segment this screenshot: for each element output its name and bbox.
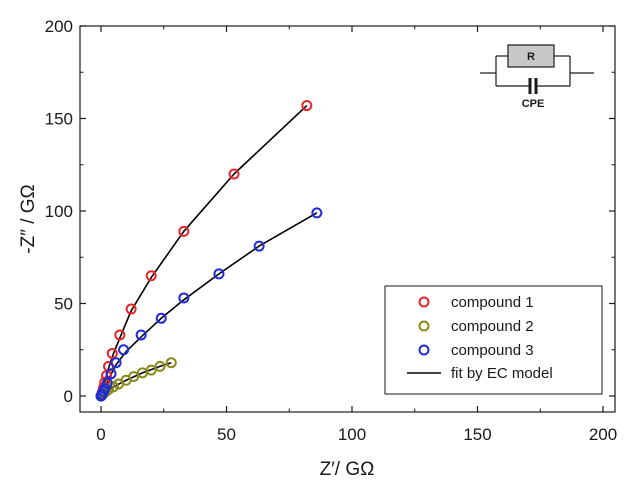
- data-point-compound-2: [154, 360, 166, 372]
- data-point-compound-3: [213, 268, 225, 280]
- legend-label-compound-1: compound 1: [451, 294, 534, 311]
- legend-label-compound-2: compound 2: [451, 318, 534, 335]
- axis-ticks: 0 50 100 150 200 0 50 100 150 200: [45, 17, 618, 444]
- data-point-compound-1: [145, 270, 157, 282]
- data-point-compound-2: [128, 371, 140, 383]
- data-point-compound-3: [178, 292, 190, 304]
- data-point-compound-2: [145, 364, 157, 376]
- x-tick-label: 200: [589, 425, 617, 444]
- legend-label-compound-3: compound 3: [451, 342, 534, 359]
- plot-frame: [79, 25, 616, 413]
- data-point-compound-3: [110, 357, 122, 369]
- data-point-compound-3: [105, 368, 117, 380]
- y-tick-label: 150: [45, 110, 73, 129]
- x-axis-title: Z′/ GΩ: [320, 459, 375, 480]
- y-tick-label: 100: [45, 202, 73, 221]
- data-point-compound-1: [178, 225, 190, 237]
- data-markers: [95, 100, 323, 402]
- legend-entry-fit: fit by EC model: [407, 365, 553, 382]
- y-axis-title: -Z″ / GΩ: [18, 184, 39, 253]
- data-point-compound-1: [228, 168, 240, 180]
- x-tick-label: 150: [463, 425, 491, 444]
- data-point-compound-3: [135, 329, 147, 341]
- equivalent-circuit-inset: [480, 44, 594, 94]
- legend-marker-compound-3: [418, 344, 430, 356]
- x-tick-label: 0: [96, 425, 105, 444]
- data-point-compound-1: [125, 303, 137, 315]
- legend-marker-compound-2: [418, 320, 430, 332]
- fit-line-1: [100, 105, 308, 397]
- x-tick-label: 50: [217, 425, 236, 444]
- data-point-compound-2: [165, 357, 177, 369]
- data-point-compound-3: [99, 383, 111, 395]
- data-point-compound-3: [118, 344, 130, 356]
- fit-lines: [100, 105, 318, 397]
- y-tick-label: 200: [45, 17, 73, 36]
- legend-marker-compound-1: [418, 296, 430, 308]
- y-tick-label: 50: [54, 295, 73, 314]
- y-tick-label: 0: [64, 387, 73, 406]
- legend-entry-compound-3: compound 3: [418, 342, 534, 359]
- legend-label-fit: fit by EC model: [451, 365, 553, 382]
- legend-entry-compound-1: compound 1: [418, 294, 534, 311]
- data-point-compound-1: [106, 347, 118, 359]
- legend-entry-compound-2: compound 2: [418, 318, 534, 335]
- legend-box: [384, 285, 603, 395]
- data-point-compound-3: [101, 377, 113, 389]
- data-point-compound-1: [114, 329, 126, 341]
- data-point-compound-3: [155, 312, 167, 324]
- data-point-compound-3: [311, 207, 323, 219]
- x-tick-label: 100: [338, 425, 366, 444]
- cpe-label: CPE: [522, 98, 545, 110]
- resistor-label: R: [527, 51, 535, 63]
- data-point-compound-1: [301, 100, 313, 112]
- resistor-box: [507, 44, 555, 68]
- data-point-compound-3: [253, 240, 265, 252]
